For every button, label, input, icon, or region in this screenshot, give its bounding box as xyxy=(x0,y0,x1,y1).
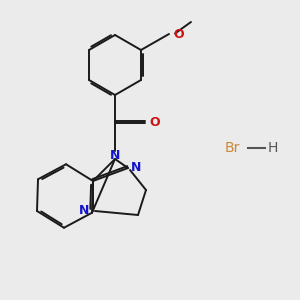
Text: O: O xyxy=(173,28,184,40)
Text: O: O xyxy=(149,116,160,130)
Text: H: H xyxy=(268,141,278,155)
Text: N: N xyxy=(79,205,89,218)
Text: Br: Br xyxy=(225,141,240,155)
Text: N: N xyxy=(131,161,141,175)
Text: N: N xyxy=(110,149,120,163)
